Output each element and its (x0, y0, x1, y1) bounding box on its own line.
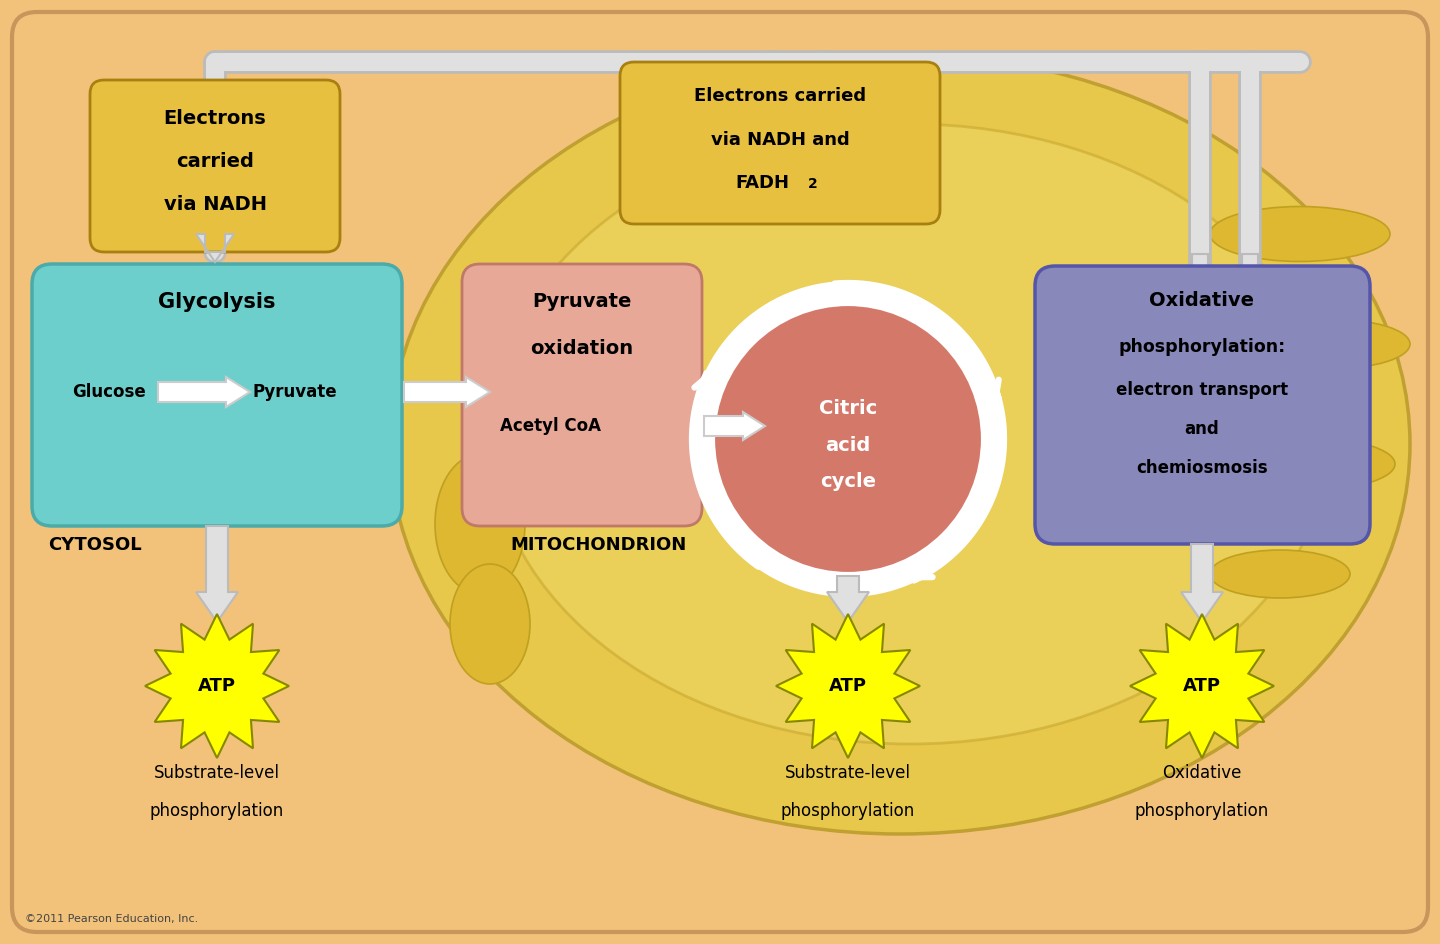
FancyBboxPatch shape (32, 264, 402, 526)
Text: phosphorylation:: phosphorylation: (1119, 338, 1286, 356)
Polygon shape (1184, 254, 1215, 292)
Text: Electrons: Electrons (164, 109, 266, 128)
Text: acid: acid (825, 436, 871, 456)
Text: Oxidative: Oxidative (1149, 291, 1254, 310)
Text: Electrons carried: Electrons carried (694, 87, 865, 105)
Text: Citric: Citric (819, 399, 877, 418)
Ellipse shape (1250, 319, 1410, 369)
Polygon shape (704, 412, 765, 440)
Ellipse shape (1225, 438, 1395, 490)
Ellipse shape (451, 564, 530, 684)
Text: carried: carried (176, 152, 253, 171)
Text: via NADH: via NADH (164, 195, 266, 214)
Text: 2: 2 (808, 177, 818, 191)
Polygon shape (1234, 254, 1266, 292)
Ellipse shape (390, 54, 1410, 834)
Ellipse shape (490, 124, 1331, 744)
Ellipse shape (435, 454, 526, 594)
Text: Acetyl CoA: Acetyl CoA (500, 417, 600, 435)
Text: ATP: ATP (199, 677, 236, 695)
Text: via NADH and: via NADH and (710, 131, 850, 149)
Text: cycle: cycle (819, 473, 876, 492)
FancyBboxPatch shape (621, 62, 940, 224)
Polygon shape (145, 614, 289, 758)
Text: FADH: FADH (734, 174, 789, 192)
Text: Oxidative: Oxidative (1162, 764, 1241, 782)
FancyBboxPatch shape (12, 12, 1428, 932)
Text: Substrate-level: Substrate-level (785, 764, 912, 782)
Text: ATP: ATP (1184, 677, 1221, 695)
Text: phosphorylation: phosphorylation (1135, 802, 1269, 820)
Text: phosphorylation: phosphorylation (780, 802, 916, 820)
Polygon shape (827, 576, 868, 622)
Polygon shape (1181, 544, 1223, 622)
FancyBboxPatch shape (89, 80, 340, 252)
Text: Pyruvate: Pyruvate (252, 383, 337, 401)
Text: Pyruvate: Pyruvate (533, 292, 632, 311)
Text: MITOCHONDRION: MITOCHONDRION (510, 536, 687, 554)
Polygon shape (405, 377, 490, 407)
Ellipse shape (1210, 207, 1390, 261)
Text: phosphorylation: phosphorylation (150, 802, 284, 820)
Text: and: and (1185, 420, 1220, 438)
Polygon shape (158, 377, 251, 407)
Polygon shape (1130, 614, 1274, 758)
Ellipse shape (1210, 550, 1351, 598)
Text: ATP: ATP (829, 677, 867, 695)
Polygon shape (196, 234, 233, 262)
Text: ©2011 Pearson Education, Inc.: ©2011 Pearson Education, Inc. (24, 914, 199, 924)
Polygon shape (196, 526, 238, 622)
Text: Glycolysis: Glycolysis (158, 292, 275, 312)
Text: CYTOSOL: CYTOSOL (48, 536, 141, 554)
Text: oxidation: oxidation (530, 339, 634, 358)
Text: Substrate-level: Substrate-level (154, 764, 279, 782)
Text: chemiosmosis: chemiosmosis (1136, 459, 1267, 477)
Circle shape (690, 281, 1007, 597)
Polygon shape (776, 614, 920, 758)
Circle shape (713, 304, 984, 574)
FancyBboxPatch shape (462, 264, 703, 526)
Text: electron transport: electron transport (1116, 381, 1287, 399)
FancyBboxPatch shape (1035, 266, 1369, 544)
Text: Glucose: Glucose (72, 383, 145, 401)
